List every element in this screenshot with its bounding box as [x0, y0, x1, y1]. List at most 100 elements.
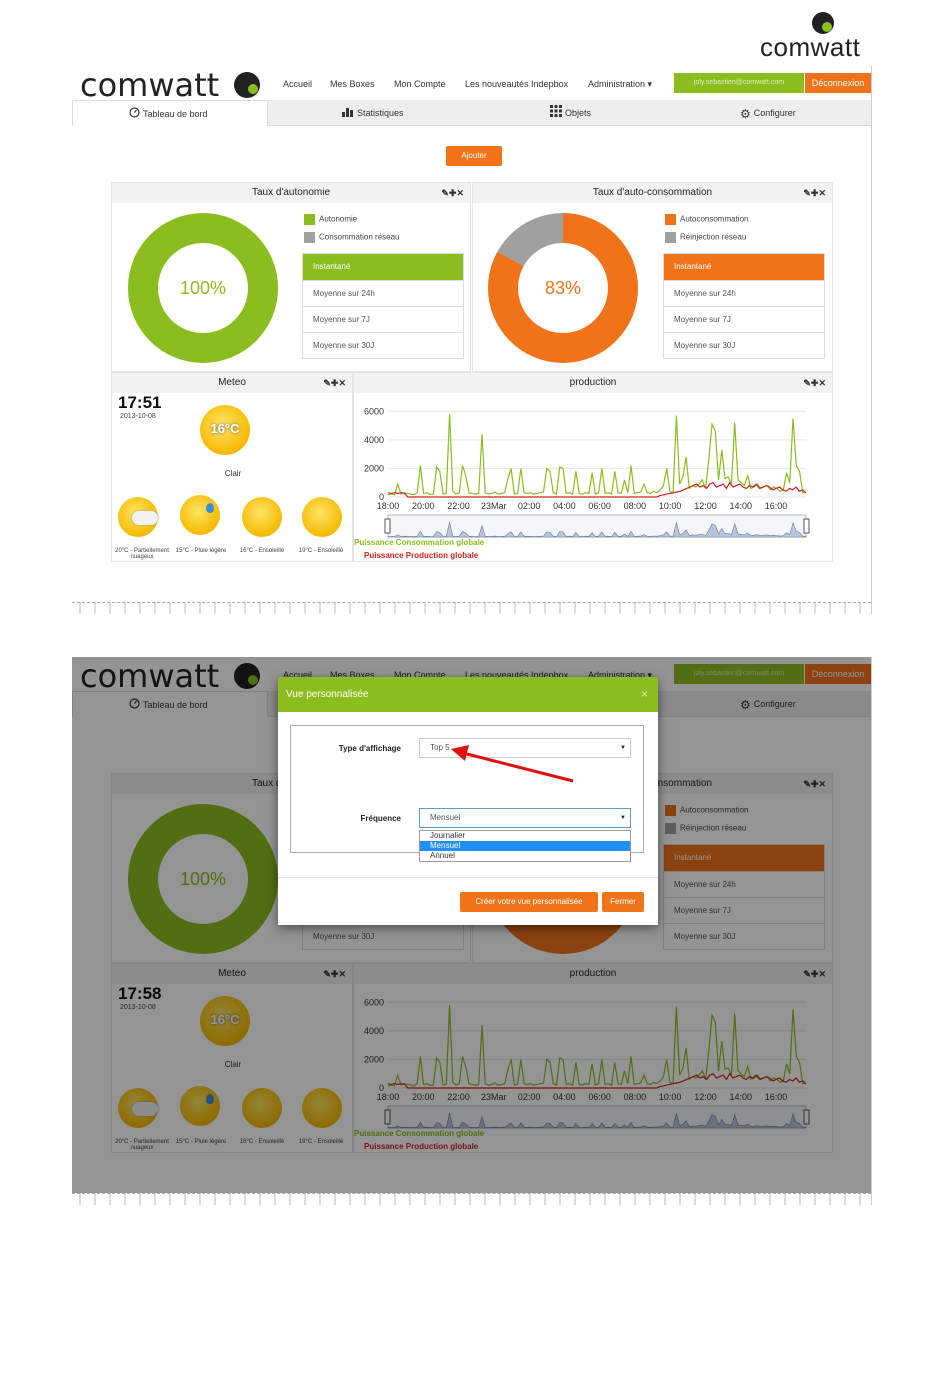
bar-chart-icon	[342, 101, 354, 127]
panel-header: Meteo ✎✚✕	[112, 373, 352, 393]
panel-tools: ✎✚✕	[323, 373, 346, 393]
frequency-select[interactable]: Mensuel ▼	[419, 808, 631, 828]
move-icon[interactable]: ✚	[810, 378, 819, 388]
move-icon[interactable]: ✚	[330, 378, 339, 388]
user-account-button[interactable]: joly.sebastien@comwatt.com	[674, 73, 804, 93]
production-chart[interactable]: 0 2000 4000 6000 18:00 20:00 22:00 23Mar 02:00 04…	[354, 984, 832, 1134]
period-30j[interactable]: Moyenne sur 30J	[303, 332, 463, 358]
tab-tableau-de-bord[interactable]: Tableau de bord	[72, 100, 268, 126]
nav-accueil[interactable]: Accueil	[283, 670, 313, 680]
move-icon[interactable]: ✚	[810, 969, 819, 979]
close-icon[interactable]: ✕	[338, 969, 346, 979]
edit-icon[interactable]: ✎	[803, 969, 811, 979]
brand-logo[interactable]: comwatt	[80, 66, 220, 104]
period-instantane[interactable]: Instantané	[664, 845, 824, 871]
edit-icon[interactable]: ✎	[323, 969, 331, 979]
user-account-button[interactable]: joly.sebastien@comwatt.com	[674, 664, 804, 684]
nav-accueil[interactable]: Accueil	[283, 79, 313, 89]
edit-icon[interactable]: ✎	[323, 378, 331, 388]
create-custom-view-button[interactable]: Créer votre vue personnalisée	[460, 892, 598, 912]
close-icon[interactable]: ✕	[818, 969, 826, 979]
legend-swatch	[665, 232, 676, 243]
logout-button[interactable]: Déconnexion	[805, 73, 871, 93]
nav-mon-compte[interactable]: Mon Compte	[394, 79, 446, 89]
nav-administration[interactable]: Administration ▾	[588, 79, 652, 90]
logout-button[interactable]: Déconnexion	[805, 664, 871, 684]
forecast-label: 20°C - Partiellement nuageux	[115, 548, 169, 560]
production-chart[interactable]: 0 2000 4000 6000 18:00 20:00 22:00 23Mar 02:00 04…	[354, 393, 832, 543]
period-24h[interactable]: Moyenne sur 24h	[303, 280, 463, 306]
panel-title: production	[569, 968, 617, 979]
tab-tableau-de-bord[interactable]: Tableau de bord	[72, 691, 268, 717]
move-icon[interactable]: ✚	[448, 188, 457, 198]
edit-icon[interactable]: ✎	[803, 188, 811, 198]
type-select[interactable]: Top 5 ▼	[419, 738, 631, 758]
period-30j[interactable]: Moyenne sur 30J	[664, 923, 824, 949]
nav-nouveautes[interactable]: Les nouveautés Indepbox	[465, 79, 569, 89]
move-icon[interactable]: ✚	[810, 188, 819, 198]
tab-configurer-label: Configurer	[753, 699, 796, 709]
panel-header: Taux d'auto-consommation ✎✚✕	[473, 183, 832, 203]
nav-mes-boxes[interactable]: Mes Boxes	[330, 79, 375, 89]
period-instantane[interactable]: Instantané	[303, 254, 463, 280]
move-icon[interactable]: ✚	[330, 969, 339, 979]
nav-administration[interactable]: Administration ▾	[588, 670, 652, 681]
brand-logo[interactable]: comwatt	[80, 657, 220, 695]
nav-mon-compte[interactable]: Mon Compte	[394, 670, 446, 680]
option-annuel[interactable]: Annuel	[430, 851, 455, 860]
edit-icon[interactable]: ✎	[803, 779, 811, 789]
x-tick-label: 14:00	[729, 501, 752, 511]
x-tick-label: 20:00	[412, 501, 435, 511]
period-7j[interactable]: Moyenne sur 7J	[303, 306, 463, 332]
x-tick-label: 08:00	[624, 1092, 647, 1102]
nav-nouveautes[interactable]: Les nouveautés Indepbox	[465, 670, 569, 680]
modal-title: Vue personnalisée	[286, 689, 369, 700]
close-icon[interactable]: ✕	[456, 188, 464, 198]
panel-title: Meteo	[218, 377, 246, 388]
autonomy-donut: 100%	[128, 213, 278, 363]
option-journalier[interactable]: Journalier	[430, 831, 466, 840]
modal-header: Vue personnalisée ×	[278, 677, 658, 712]
forecast-label: 19°C - Ensoleillé	[298, 548, 344, 554]
forecast-label: 15°C - Pluie légère	[175, 1139, 227, 1145]
brand-mark-icon	[234, 72, 260, 98]
period-30j[interactable]: Moyenne sur 30J	[664, 332, 824, 358]
add-widget-button[interactable]: Ajouter	[446, 146, 502, 166]
x-tick-label: 16:00	[765, 1092, 788, 1102]
frequency-label: Fréquence	[360, 814, 401, 823]
period-list: Instantané Moyenne sur 24h Moyenne sur 7…	[302, 253, 464, 359]
x-tick-label: 04:00	[553, 1092, 576, 1102]
nav-mes-boxes[interactable]: Mes Boxes	[330, 670, 375, 680]
tab-statistiques[interactable]: Statistiques	[342, 100, 404, 126]
close-icon[interactable]: ✕	[818, 188, 826, 198]
panel-tools: ✎✚✕	[803, 964, 826, 984]
period-instantane[interactable]: Instantané	[664, 254, 824, 280]
period-7j[interactable]: Moyenne sur 7J	[664, 306, 824, 332]
period-7j[interactable]: Moyenne sur 7J	[664, 897, 824, 923]
navigator-handle-right	[803, 518, 810, 534]
legend-item: Autoconsommation	[665, 805, 748, 816]
y-tick-label: 6000	[364, 406, 384, 416]
tab-objets[interactable]: Objets	[550, 100, 591, 126]
navigator-handle-right	[803, 1109, 810, 1125]
close-icon[interactable]: ✕	[818, 779, 826, 789]
close-icon[interactable]: ✕	[338, 378, 346, 388]
period-24h[interactable]: Moyenne sur 24h	[664, 280, 824, 306]
edit-icon[interactable]: ✎	[803, 378, 811, 388]
caret-down-icon: ▼	[620, 815, 626, 821]
edit-icon[interactable]: ✎	[441, 188, 449, 198]
document-logo: comwatt	[760, 12, 880, 62]
tab-tableau-de-bord-label: Tableau de bord	[143, 109, 208, 119]
tab-configurer[interactable]: ⚙ Configurer	[740, 691, 796, 717]
modal-close-icon[interactable]: ×	[640, 687, 648, 701]
chevron-down-icon: ▾	[647, 79, 653, 89]
period-24h[interactable]: Moyenne sur 24h	[664, 871, 824, 897]
navigator-area	[387, 521, 807, 538]
partly-cloudy-icon	[118, 1088, 158, 1128]
tab-configurer[interactable]: ⚙ Configurer	[740, 100, 796, 126]
option-mensuel[interactable]: Mensuel	[420, 841, 630, 851]
panel-title: Taux d'auto-consommation	[592, 187, 713, 198]
move-icon[interactable]: ✚	[810, 779, 819, 789]
close-modal-button[interactable]: Fermer	[602, 892, 644, 912]
close-icon[interactable]: ✕	[818, 378, 826, 388]
